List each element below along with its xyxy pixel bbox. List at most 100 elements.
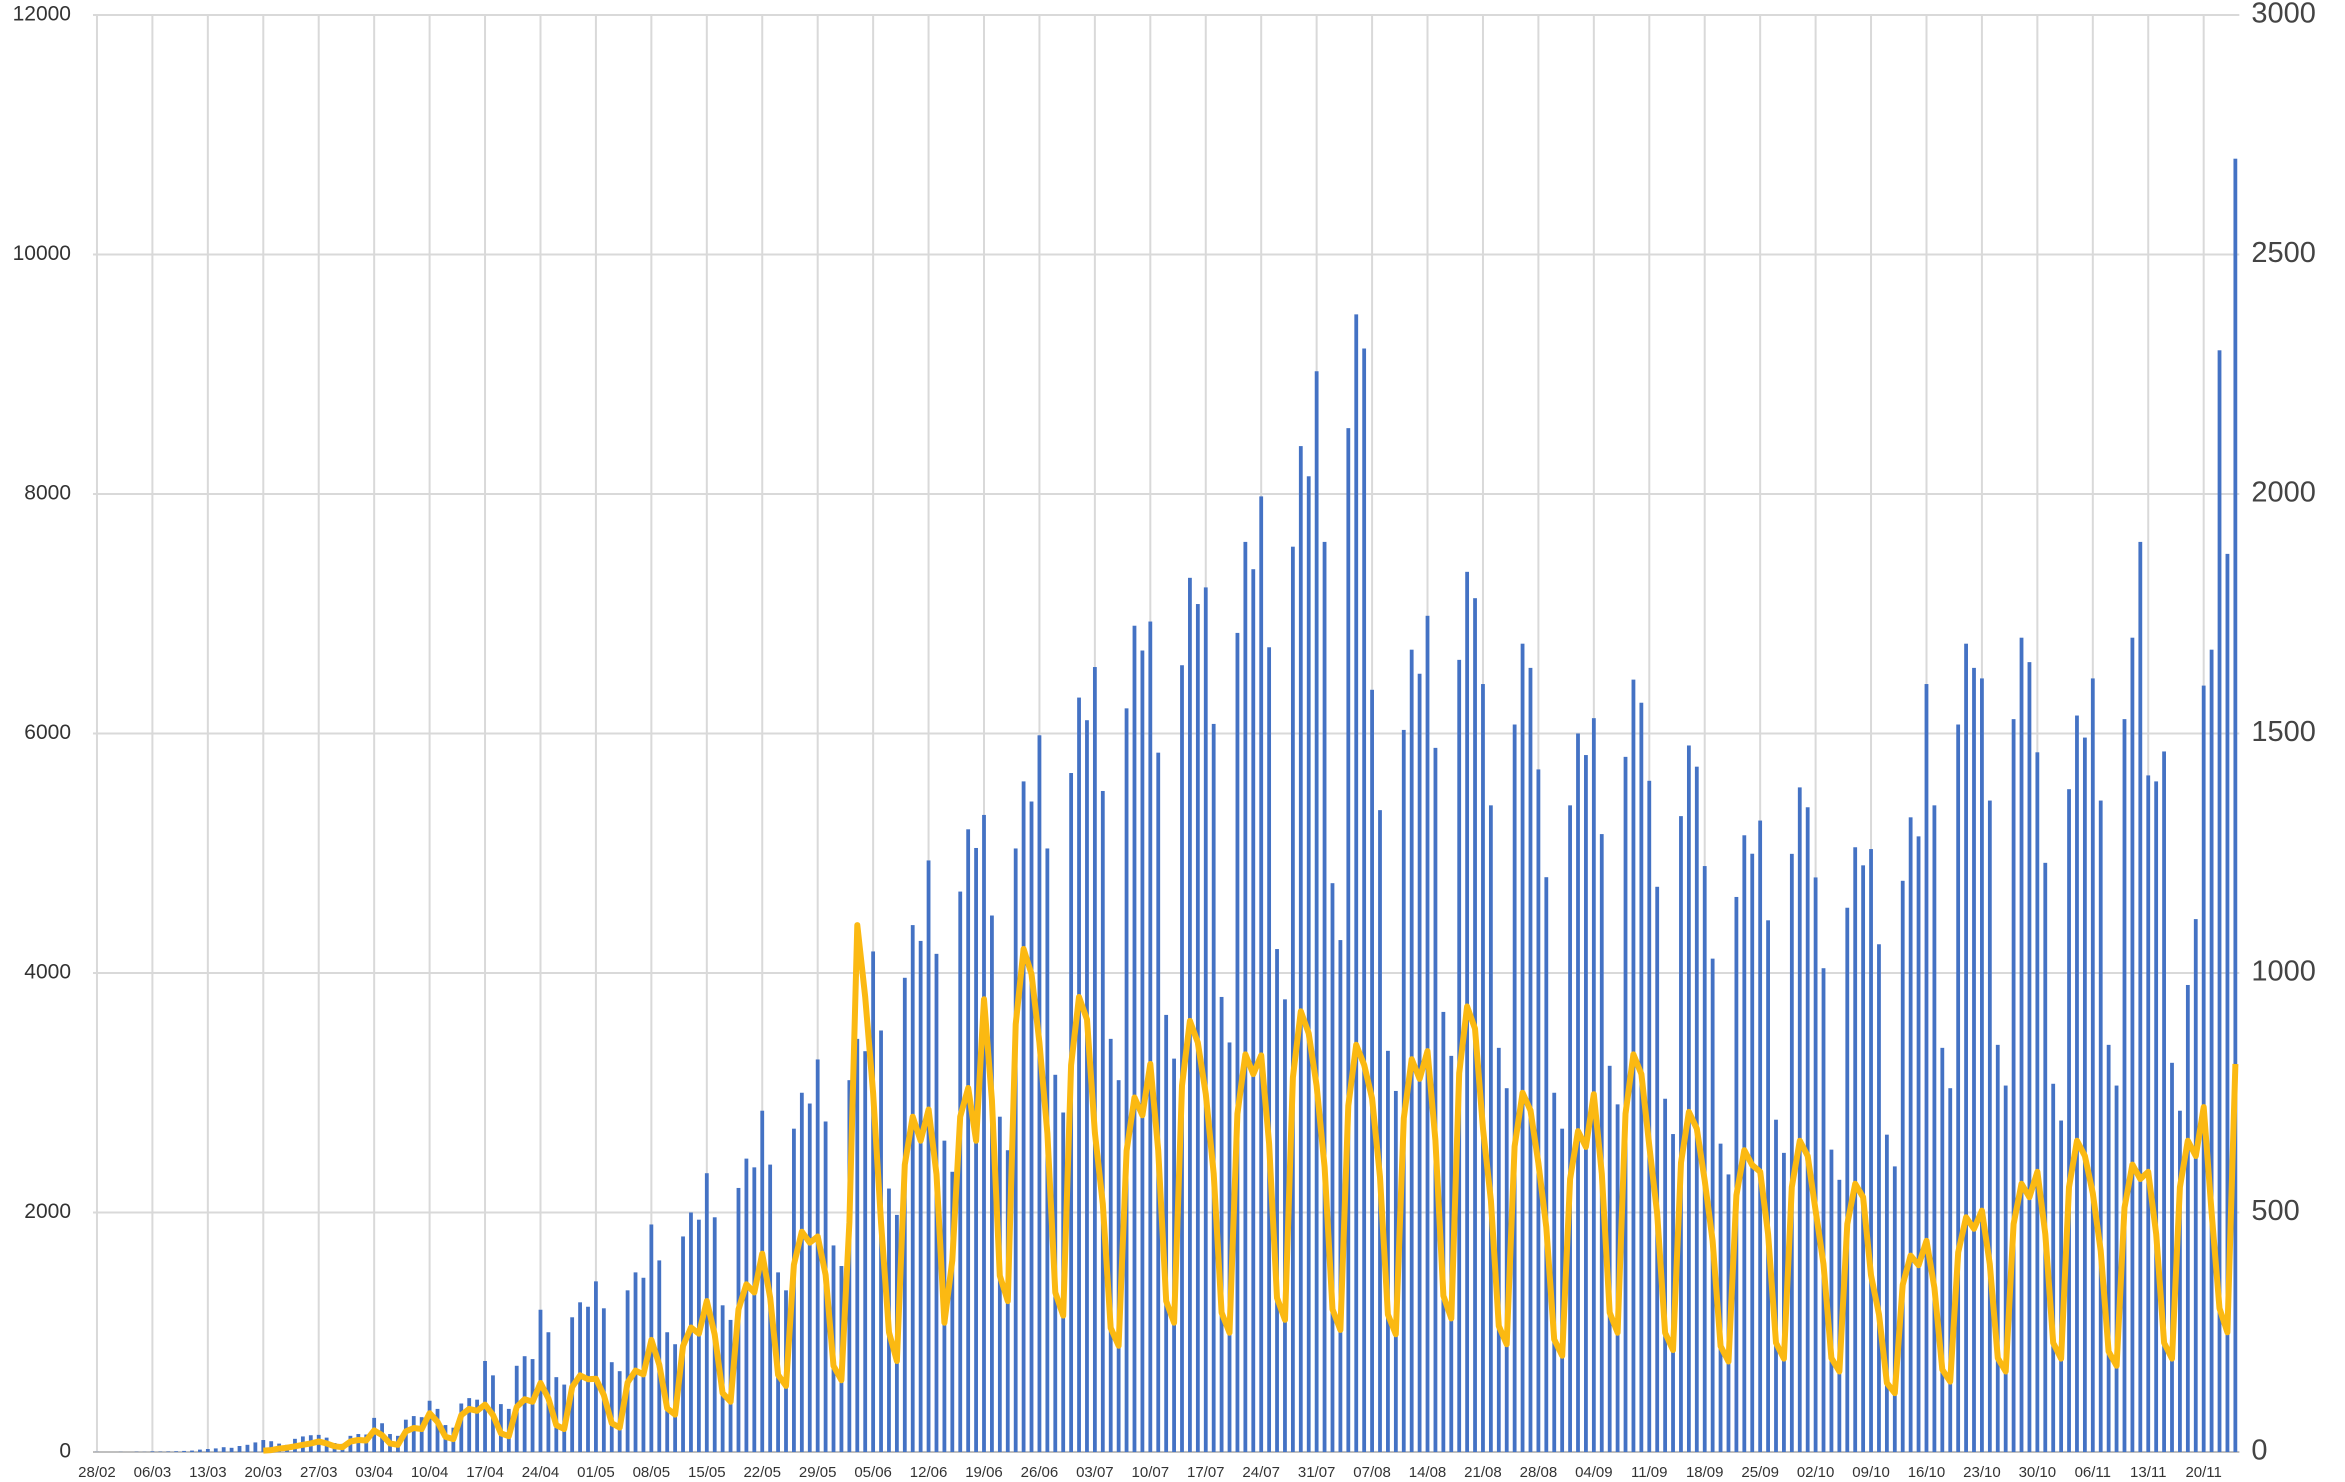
- bar: [2217, 350, 2222, 1452]
- bar: [2011, 719, 2016, 1452]
- x-tick-label: 16/10: [1908, 1464, 1946, 1481]
- y-tick-label: 6000: [24, 721, 71, 744]
- x-tick-label: 12/06: [910, 1464, 948, 1481]
- bar: [1607, 1065, 1612, 1452]
- bar: [1964, 643, 1968, 1452]
- bar: [1354, 314, 1359, 1452]
- bar: [1124, 708, 1129, 1452]
- bar: [2106, 1044, 2111, 1452]
- bar: [1536, 769, 1541, 1452]
- bar: [625, 1290, 630, 1452]
- x-tick-label: 19/06: [965, 1464, 1003, 1481]
- bar: [1853, 847, 1858, 1452]
- bar: [530, 1359, 535, 1452]
- y2-tick-label: 1500: [2251, 716, 2316, 748]
- bar: [601, 1308, 606, 1452]
- bar: [2019, 637, 2024, 1452]
- bar: [1710, 958, 1715, 1452]
- bar: [1235, 632, 1240, 1452]
- bar: [1227, 1042, 1232, 1452]
- bar: [1275, 949, 1279, 1452]
- bar: [1021, 781, 1026, 1452]
- bar: [1298, 446, 1303, 1453]
- bar: [1869, 849, 1873, 1452]
- bar: [1322, 541, 1327, 1452]
- bar: [1092, 667, 1097, 1452]
- x-tick-label: 11/09: [1631, 1464, 1667, 1481]
- bar: [1686, 745, 1691, 1452]
- bar: [427, 1400, 432, 1452]
- x-tick-label: 07/08: [1353, 1464, 1391, 1481]
- bar: [1829, 1149, 1834, 1452]
- bar: [174, 1451, 179, 1452]
- bar: [1267, 647, 1272, 1452]
- bar: [1845, 907, 1850, 1452]
- bar: [1679, 816, 1683, 1452]
- bar: [2059, 1120, 2064, 1452]
- bar: [1164, 1014, 1169, 1452]
- x-tick-label: 10/04: [411, 1464, 449, 1481]
- bar: [1314, 371, 1319, 1453]
- bar: [229, 1447, 234, 1452]
- bar: [2051, 1083, 2056, 1452]
- bar: [918, 940, 923, 1452]
- x-tick-label: 28/08: [1520, 1464, 1558, 1481]
- bar: [594, 1281, 598, 1452]
- x-tick-label: 06/03: [134, 1464, 172, 1481]
- bar: [950, 1171, 955, 1452]
- bar: [1948, 1088, 1953, 1452]
- bar: [1734, 896, 1739, 1452]
- bar: [2233, 158, 2238, 1453]
- bar: [1694, 766, 1699, 1452]
- bar: [261, 1440, 266, 1452]
- bar: [1584, 755, 1588, 1452]
- bar: [1259, 496, 1264, 1452]
- bar: [1441, 1011, 1446, 1452]
- bar: [1837, 1179, 1842, 1452]
- bar: [1243, 541, 1248, 1452]
- bar: [1219, 996, 1224, 1452]
- bar: [760, 1110, 765, 1452]
- x-tick-label: 06/11: [2075, 1464, 2111, 1481]
- bar: [419, 1417, 424, 1452]
- bar: [1892, 1166, 1897, 1452]
- bar: [1401, 729, 1406, 1452]
- bar: [2162, 751, 2166, 1452]
- bar: [1797, 787, 1802, 1452]
- y-tick-label: 2000: [24, 1200, 71, 1223]
- bar: [269, 1441, 274, 1452]
- bar: [1987, 800, 1992, 1452]
- bar: [221, 1447, 226, 1452]
- bar: [411, 1416, 416, 1452]
- y-tick-label: 4000: [24, 961, 71, 984]
- y-tick-label: 10000: [13, 242, 71, 265]
- bar: [2170, 1062, 2174, 1452]
- bar: [1013, 848, 1018, 1452]
- bar: [1576, 733, 1580, 1452]
- y2-tick-label: 3000: [2251, 0, 2316, 30]
- x-tick-label: 04/09: [1575, 1464, 1613, 1481]
- bar: [1251, 569, 1256, 1452]
- bar: [182, 1450, 186, 1452]
- bar: [1346, 428, 1351, 1452]
- bar: [1283, 999, 1287, 1452]
- bar: [1481, 684, 1485, 1452]
- y-tick-label: 12000: [13, 3, 71, 26]
- bar: [2138, 541, 2143, 1452]
- x-tick-label: 30/10: [2019, 1464, 2057, 1481]
- bar: [253, 1442, 258, 1452]
- bar: [1180, 665, 1184, 1452]
- bar: [2114, 1085, 2119, 1452]
- bar: [1108, 1038, 1113, 1452]
- bar: [1995, 1044, 2000, 1452]
- bar: [475, 1399, 480, 1452]
- bar: [1409, 649, 1414, 1452]
- bar: [1132, 625, 1137, 1452]
- bar: [1591, 718, 1596, 1452]
- bar: [1647, 780, 1652, 1452]
- bar: [1100, 790, 1105, 1452]
- x-tick-label: 10/07: [1132, 1464, 1170, 1481]
- bar: [2090, 678, 2095, 1452]
- bar: [1148, 621, 1153, 1452]
